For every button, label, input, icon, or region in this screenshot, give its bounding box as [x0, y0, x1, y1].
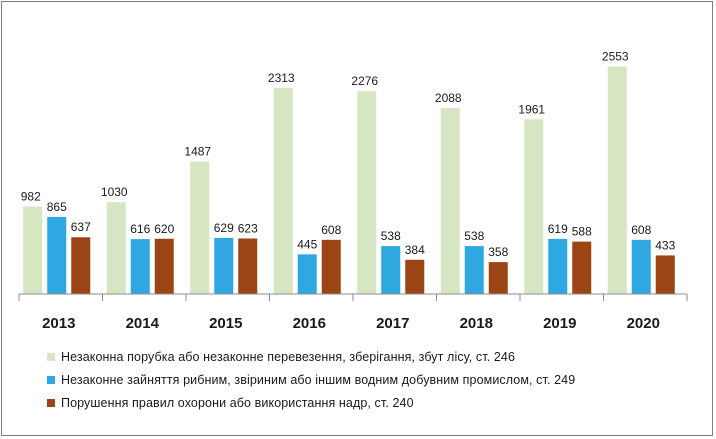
data-label-fishing-2018: 538 [464, 229, 484, 243]
data-label-subsoil-2015: 623 [238, 221, 258, 235]
data-label-forest-2019: 1961 [518, 102, 545, 116]
legend-swatch-subsoil [47, 398, 55, 407]
legend-swatch-fishing [47, 375, 55, 384]
legend: Незаконна порубка або незаконне перевезе… [47, 345, 575, 414]
legend-label-forest: Незаконна порубка або незаконне перевезе… [61, 349, 516, 364]
data-label-fishing-2014: 616 [130, 222, 150, 236]
bar-fishing-2013 [47, 216, 67, 294]
bar-subsoil-2015 [238, 238, 258, 294]
x-tick-label-2020: 2020 [627, 315, 660, 332]
legend-item-subsoil: Порушення правил охорони або використанн… [47, 391, 575, 414]
bar-forest-2016 [273, 87, 293, 294]
data-label-subsoil-2019: 588 [572, 225, 592, 239]
x-tick-label-2015: 2015 [209, 315, 242, 332]
data-label-subsoil-2016: 608 [321, 223, 341, 237]
bar-forest-2017 [357, 91, 377, 294]
data-label-fishing-2019: 619 [548, 222, 568, 236]
legend-label-subsoil: Порушення правил охорони або використанн… [61, 395, 414, 410]
bar-subsoil-2017 [405, 259, 425, 294]
bar-fishing-2014 [130, 239, 150, 294]
legend-item-fishing: Незаконне зайняття рибним, звіриним або … [47, 368, 575, 391]
data-label-subsoil-2020: 433 [655, 238, 675, 252]
x-tick-label-2017: 2017 [376, 315, 409, 332]
bar-subsoil-2020 [655, 255, 675, 294]
bar-fishing-2017 [381, 246, 401, 294]
data-label-forest-2013: 982 [21, 190, 41, 204]
bar-forest-2019 [524, 119, 544, 294]
x-tick-label-2013: 2013 [42, 315, 75, 332]
data-label-fishing-2016: 445 [297, 237, 317, 251]
x-tick-label-2018: 2018 [460, 315, 493, 332]
data-label-fishing-2015: 629 [214, 221, 234, 235]
data-label-forest-2018: 2088 [435, 91, 462, 105]
bar-subsoil-2013 [71, 237, 91, 294]
data-label-forest-2016: 2313 [268, 71, 295, 85]
data-label-fishing-2017: 538 [381, 229, 401, 243]
bar-subsoil-2019 [572, 241, 592, 294]
bar-forest-2020 [607, 66, 627, 294]
bar-forest-2018 [440, 107, 460, 294]
bar-fishing-2020 [631, 239, 651, 294]
bar-forest-2015 [190, 161, 210, 294]
bar-fishing-2015 [214, 237, 234, 294]
bar-forest-2013 [23, 206, 43, 294]
data-label-subsoil-2018: 358 [488, 245, 508, 259]
bar-subsoil-2018 [488, 262, 508, 294]
bar-fishing-2016 [297, 254, 317, 294]
legend-item-forest: Незаконна порубка або незаконне перевезе… [47, 345, 575, 368]
bar-subsoil-2014 [154, 238, 174, 294]
bar-fishing-2018 [464, 246, 484, 294]
data-label-forest-2020: 2553 [602, 50, 629, 64]
data-label-forest-2015: 1487 [184, 145, 211, 159]
bar-fishing-2019 [548, 238, 568, 294]
data-label-subsoil-2014: 620 [154, 222, 174, 236]
bar-forest-2014 [106, 202, 126, 294]
x-tick-label-2014: 2014 [126, 315, 160, 332]
data-label-fishing-2013: 865 [47, 200, 67, 214]
bar-subsoil-2016 [321, 239, 341, 294]
legend-label-fishing: Незаконне зайняття рибним, звіриним або … [61, 372, 576, 387]
data-label-forest-2017: 2276 [351, 74, 378, 88]
x-tick-label-2019: 2019 [543, 315, 576, 332]
data-label-fishing-2020: 608 [631, 223, 651, 237]
x-tick-label-2016: 2016 [293, 315, 326, 332]
bar-chart: 982 865 637 2013 1030 616 620 2014 1487 629 623 201… [18, 50, 688, 332]
data-label-forest-2014: 1030 [101, 185, 128, 199]
data-label-subsoil-2017: 384 [405, 243, 425, 257]
legend-swatch-forest [47, 352, 55, 361]
data-label-subsoil-2013: 637 [71, 220, 91, 234]
